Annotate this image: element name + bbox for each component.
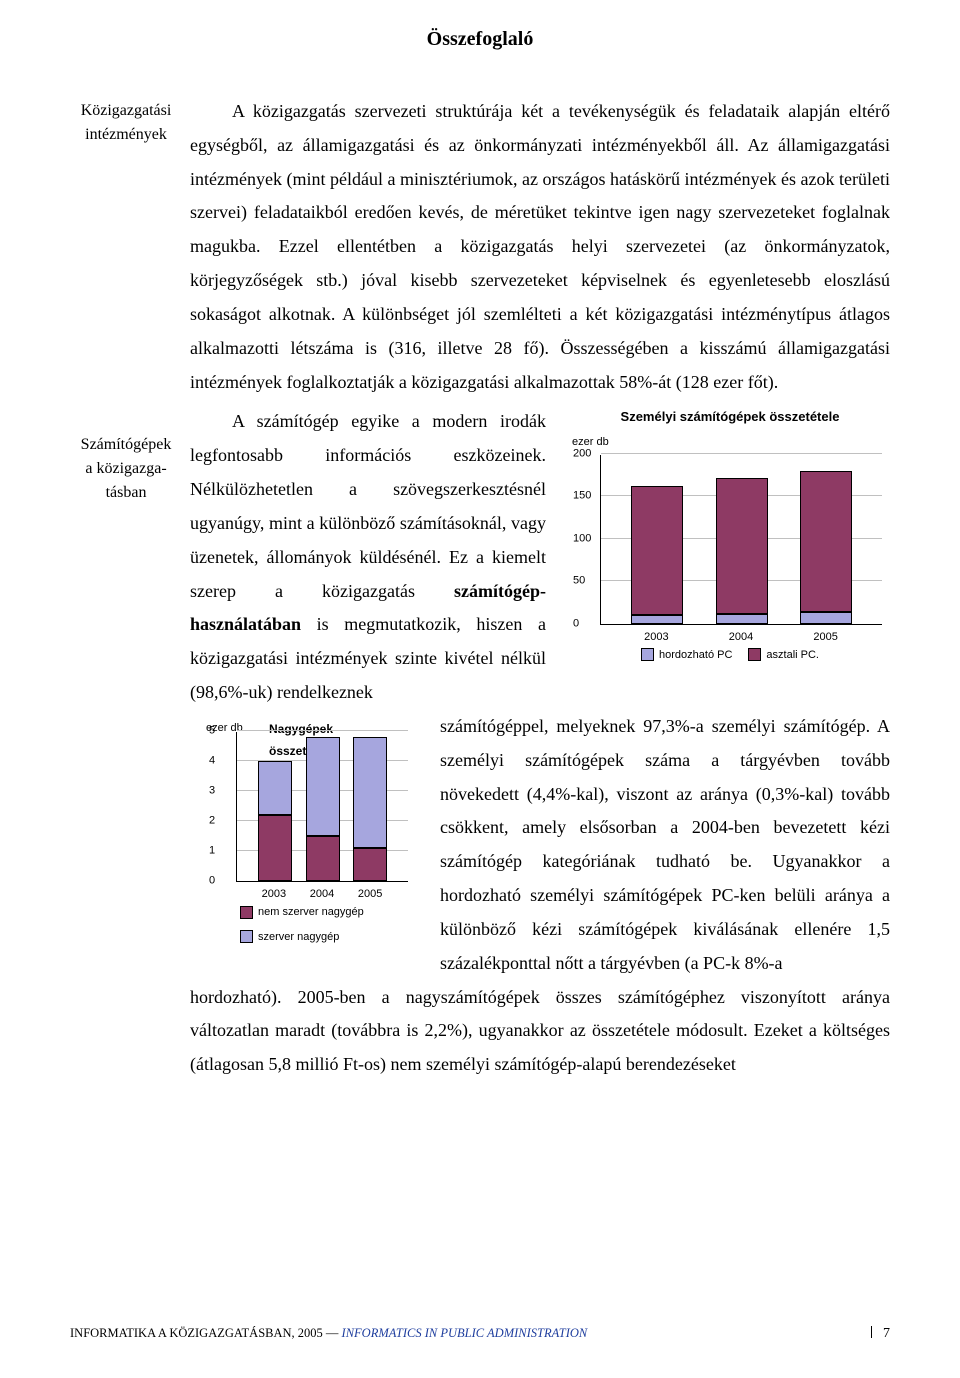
lower-left: ezer db Nagygépek összetétele 012345 200… <box>190 710 420 957</box>
chart-legend-label: asztali PC. <box>766 645 819 666</box>
chart-bar-group <box>800 471 852 623</box>
chart-gridline <box>237 730 408 731</box>
chart-y-tick: 4 <box>209 751 215 772</box>
chart-bar-segment <box>800 471 852 611</box>
side-label-2-line3: tásban <box>70 481 182 505</box>
chart-bar-segment <box>353 848 387 881</box>
chart-bar-group <box>306 737 340 881</box>
chart-bar-segment <box>353 737 387 848</box>
chart-y-tick: 50 <box>573 571 585 592</box>
two-column-row: A számítógép egyike a modern irodák legf… <box>190 405 890 709</box>
chart-bar-segment <box>258 761 292 815</box>
footer-text-2: INFORMATICS IN PUBLIC ADMINISTRATION <box>342 1326 588 1340</box>
chart-x-label: 2005 <box>358 884 382 905</box>
chart-bar-segment <box>631 486 683 615</box>
chart-gridline <box>601 453 882 454</box>
chart-legend-item: hordozható PC <box>641 645 732 666</box>
chart-y-tick: 1 <box>209 841 215 862</box>
chart-y-tick: 200 <box>573 443 591 464</box>
section-1: Közigazgatási intézmények A közigazgatás… <box>70 95 890 399</box>
page: Összefoglaló Közigazgatási intézmények A… <box>0 0 960 1378</box>
footer-page-number: 7 <box>883 1326 890 1341</box>
chart-y-tick: 150 <box>573 486 591 507</box>
footer-text-1: INFORMATIKA A KÖZIGAZGATÁSBAN, 2005 — <box>70 1326 342 1340</box>
chart-legend-label: szerver nagygép <box>258 927 339 948</box>
chart-main-xlabels: 200320042005 <box>236 882 408 898</box>
chart-legend-item: nem szerver nagygép <box>240 902 364 923</box>
chart-legend-swatch <box>240 906 253 919</box>
paragraph-3b: hordozható). 2005-ben a nagyszámítógépek… <box>190 981 890 1082</box>
chart-legend-swatch <box>641 648 654 661</box>
paragraph-2a: A számítógép egyike a modern irodák legf… <box>190 411 546 600</box>
lower-right: számítógéppel, melyeknek 97,3%-a személy… <box>440 710 890 981</box>
chart-main-container: ezer db Nagygépek összetétele 012345 200… <box>206 718 416 947</box>
chart-x-label: 2003 <box>262 884 286 905</box>
paragraph-1: A közigazgatás szervezeti struktúrája ké… <box>190 95 890 399</box>
footer-divider <box>871 1326 872 1338</box>
paragraph-1-col: A közigazgatás szervezeti struktúrája ké… <box>190 95 890 399</box>
paragraph-2: A számítógép egyike a modern irodák legf… <box>190 405 546 709</box>
section-2: Számítógépek a közigazga- tásban A számí… <box>70 405 890 1082</box>
chart-main-legend: nem szerver nagygép szerver nagygép <box>240 902 416 947</box>
chart-bar-segment <box>800 612 852 624</box>
chart-legend-swatch <box>240 930 253 943</box>
footer-left: INFORMATIKA A KÖZIGAZGATÁSBAN, 2005 — IN… <box>70 1326 587 1341</box>
chart-y-tick: 5 <box>209 721 215 742</box>
chart-pc: Személyi számítógépek összetétele ezer d… <box>570 405 890 665</box>
chart-legend-item: szerver nagygép <box>240 927 339 948</box>
chart-x-label: 2004 <box>310 884 334 905</box>
side-label-1-line2: intézmények <box>70 123 182 147</box>
chart-bar-group <box>258 761 292 881</box>
chart-pc-legend: hordozható PC asztali PC. <box>570 645 890 666</box>
chart-pc-xlabels: 200320042005 <box>600 625 882 641</box>
chart-y-tick: 0 <box>209 871 215 892</box>
chart-pc-y-unit: ezer db <box>572 432 892 453</box>
side-label-2-line1: Számítógépek <box>70 433 182 457</box>
footer: INFORMATIKA A KÖZIGAZGATÁSBAN, 2005 — IN… <box>70 1326 890 1342</box>
chart-x-label: 2005 <box>813 627 837 648</box>
chart-bar-segment <box>306 836 340 881</box>
chart-pc-title: Személyi számítógépek összetétele <box>570 405 890 429</box>
chart-bar-segment <box>306 737 340 836</box>
chart-legend-label: nem szerver nagygép <box>258 902 364 923</box>
section-2-body: A számítógép egyike a modern irodák legf… <box>190 405 890 1082</box>
chart-bar-segment <box>258 815 292 881</box>
chart-legend-label: hordozható PC <box>659 645 732 666</box>
chart-y-tick: 0 <box>573 613 579 634</box>
chart-pc-container: Személyi számítógépek összetétele ezer d… <box>570 405 890 709</box>
chart-y-tick: 3 <box>209 781 215 802</box>
two-col-left: A számítógép egyike a modern irodák legf… <box>190 405 546 709</box>
chart-bar-segment <box>716 478 768 614</box>
paragraph-3a: számítógéppel, melyeknek 97,3%-a személy… <box>440 710 890 981</box>
side-label-1-line1: Közigazgatási <box>70 99 182 123</box>
side-label-1: Közigazgatási intézmények <box>70 95 190 147</box>
chart-bar-group <box>631 486 683 624</box>
chart-legend-item: asztali PC. <box>748 645 819 666</box>
chart-main: ezer db Nagygépek összetétele 012345 200… <box>206 718 416 947</box>
footer-right: 7 <box>863 1326 890 1342</box>
chart-main-plot: 012345 <box>236 732 408 882</box>
chart-y-tick: 100 <box>573 528 591 549</box>
chart-bar-group <box>353 737 387 881</box>
page-title: Összefoglaló <box>70 28 890 51</box>
side-label-2: Számítógépek a közigazga- tásban <box>70 405 190 505</box>
chart-x-label: 2004 <box>729 627 753 648</box>
chart-x-label: 2003 <box>644 627 668 648</box>
side-label-2-line2: a közigazga- <box>70 457 182 481</box>
chart-pc-plot: 050100150200 <box>600 455 882 625</box>
chart-bar-group <box>716 478 768 623</box>
lower-block: ezer db Nagygépek összetétele 012345 200… <box>190 710 890 981</box>
chart-legend-swatch <box>748 648 761 661</box>
chart-y-tick: 2 <box>209 811 215 832</box>
chart-bar-segment <box>716 614 768 623</box>
chart-bar-segment <box>631 615 683 624</box>
